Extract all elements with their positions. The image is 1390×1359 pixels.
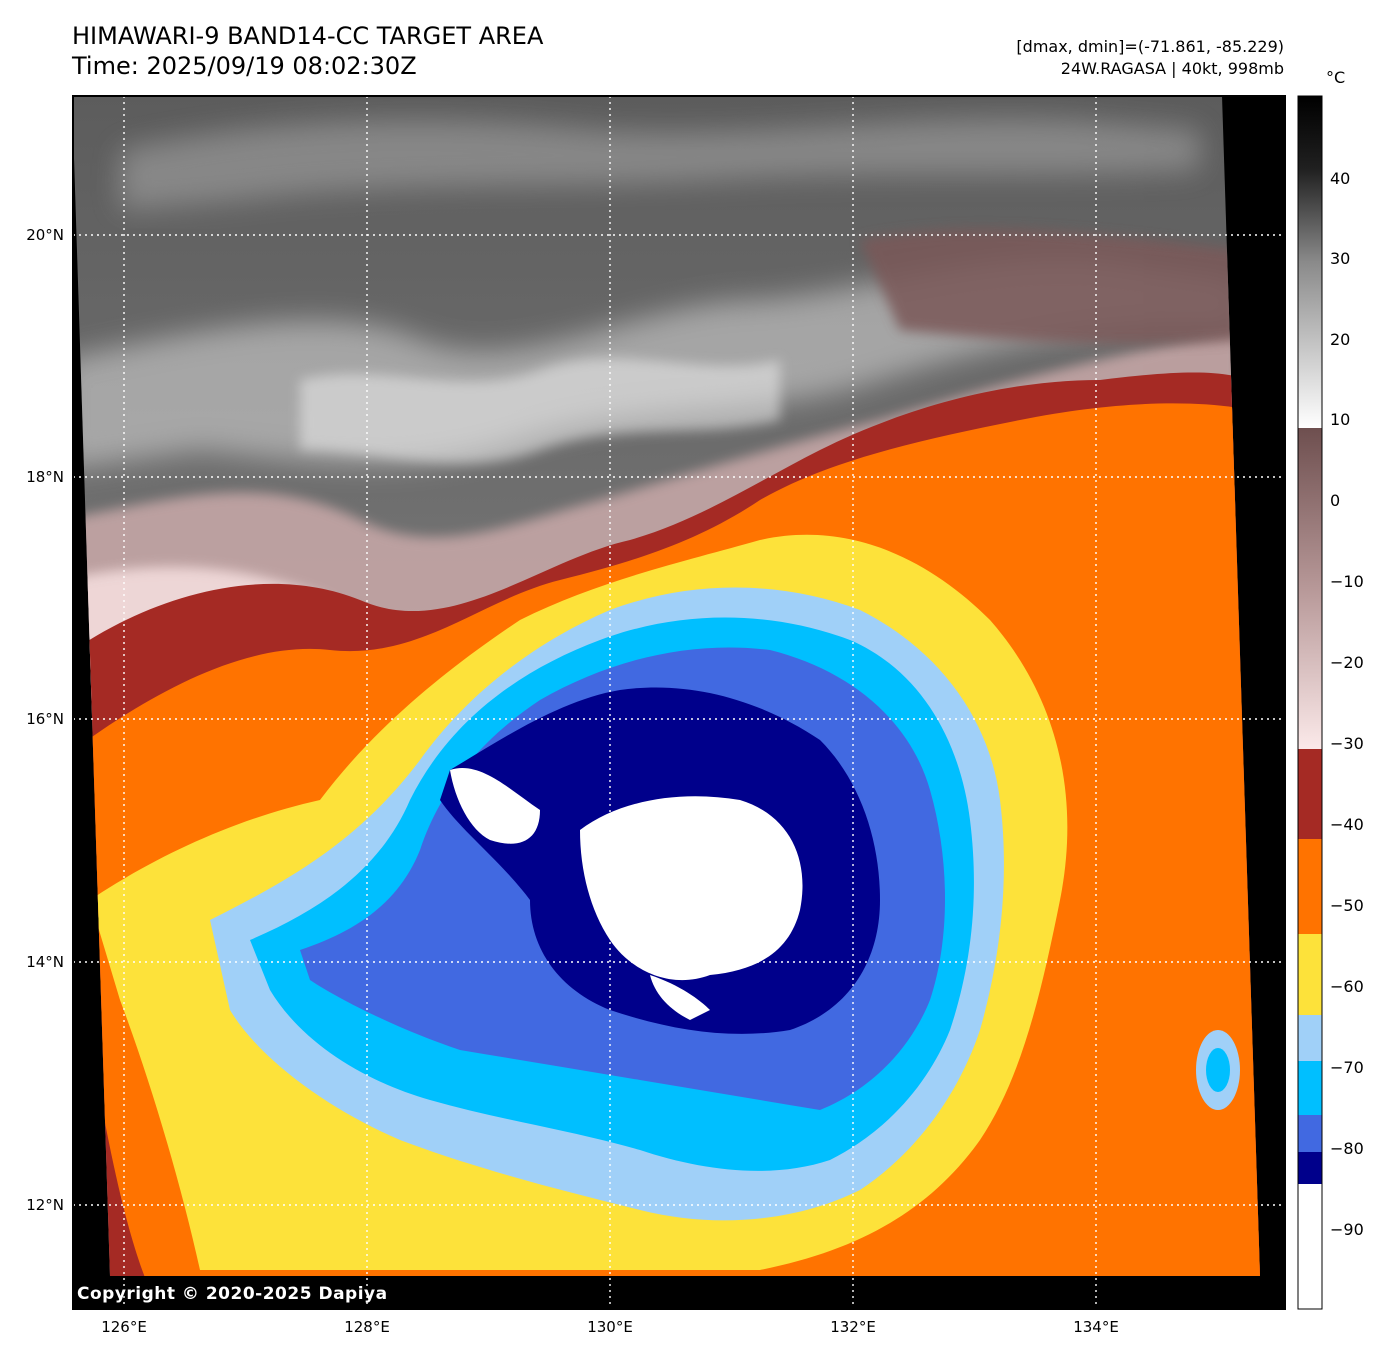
lon-label: 128°E (344, 1318, 390, 1336)
colorbar-tick: −60 (1330, 977, 1364, 996)
colorbar-tick: 10 (1330, 410, 1351, 429)
lat-label: 16°N (26, 710, 64, 728)
colorbar-tick: 30 (1330, 249, 1351, 268)
storm-info: 24W.RAGASA | 40kt, 998mb (1060, 59, 1284, 78)
colorbar-tick: −10 (1330, 572, 1364, 591)
lon-label: 130°E (587, 1318, 633, 1336)
colorbar-tick: 20 (1330, 330, 1351, 349)
lon-label: 134°E (1073, 1318, 1119, 1336)
graticule (73, 96, 1285, 1309)
colorbar-tick: −20 (1330, 653, 1364, 672)
colorbar-tick: −50 (1330, 896, 1364, 915)
copyright-text: Copyright © 2020-2025 Dapiya (77, 1284, 388, 1304)
colorbar-tick: −80 (1330, 1139, 1364, 1158)
colorbar-tick: −30 (1330, 734, 1364, 753)
shield-white-core (580, 796, 803, 981)
lon-label: 132°E (830, 1318, 876, 1336)
colorbar-tick: 40 (1330, 169, 1351, 188)
cloud-top-temperature-field (73, 96, 1260, 1276)
colorbar-tick: −90 (1330, 1220, 1364, 1239)
map-title: HIMAWARI-9 BAND14-CC TARGET AREA (72, 22, 544, 50)
colorbar-tick: −40 (1330, 815, 1364, 834)
lat-label: 18°N (26, 468, 64, 486)
lat-label: 12°N (26, 1196, 64, 1214)
colorbar (1297, 95, 1323, 1310)
lat-label: 20°N (26, 226, 64, 244)
lon-label: 126°E (101, 1318, 147, 1336)
colorbar-tick: −70 (1330, 1058, 1364, 1077)
colorbar-tick: 0 (1330, 491, 1341, 510)
lat-label: 14°N (26, 953, 64, 971)
dmax-dmin-info: [dmax, dmin]=(-71.861, -85.229) (1016, 37, 1284, 56)
colorbar-unit: °C (1326, 68, 1346, 87)
map-time: Time: 2025/09/19 08:02:30Z (72, 52, 417, 80)
